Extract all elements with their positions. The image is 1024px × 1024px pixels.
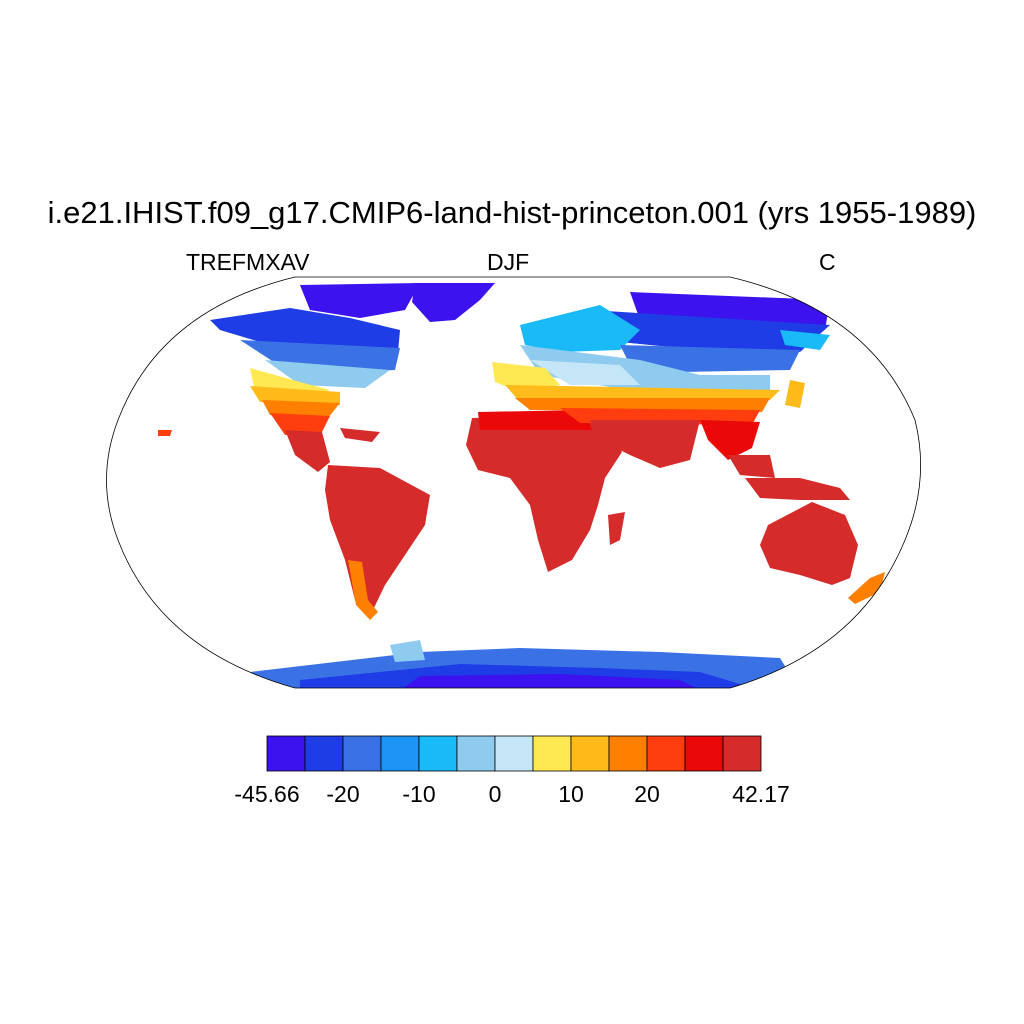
antarctica bbox=[240, 640, 800, 688]
plot-title: i.e21.IHIST.f09_g17.CMIP6-land-hist-prin… bbox=[47, 195, 977, 230]
colorbar-swatch bbox=[532, 735, 572, 772]
land-temperature-field bbox=[158, 283, 885, 688]
australia bbox=[760, 502, 858, 585]
south-america bbox=[325, 465, 430, 620]
variable-label: TREFMXAV bbox=[186, 249, 310, 275]
new-zealand bbox=[848, 572, 885, 604]
colorbar-tick-label: -20 bbox=[326, 781, 360, 807]
colorbar-tick-label: 42.17 bbox=[732, 781, 790, 807]
colorbar bbox=[266, 735, 762, 772]
colorbar-swatch bbox=[342, 735, 382, 772]
colorbar-swatch bbox=[494, 735, 534, 772]
colorbar-swatch bbox=[380, 735, 420, 772]
japan bbox=[785, 380, 805, 408]
africa bbox=[466, 410, 625, 572]
colorbar-tick-label: 10 bbox=[558, 781, 584, 807]
colorbar-swatch bbox=[304, 735, 344, 772]
hawaii bbox=[158, 430, 172, 436]
colorbar-swatch bbox=[684, 735, 724, 772]
map-frame bbox=[106, 276, 921, 689]
season-label: DJF bbox=[487, 249, 530, 275]
colorbar-swatch bbox=[646, 735, 686, 772]
north-america bbox=[210, 283, 420, 472]
colorbar-tick-label: -10 bbox=[402, 781, 436, 807]
greenland bbox=[412, 283, 495, 322]
colorbar-tick-label: 0 bbox=[488, 781, 502, 807]
colorbar-swatch bbox=[418, 735, 458, 772]
colorbar-swatch bbox=[266, 735, 306, 772]
eurasia bbox=[492, 292, 830, 478]
colorbar-swatch bbox=[456, 735, 496, 772]
colorbar-swatch bbox=[570, 735, 610, 772]
maritime-southeast-asia bbox=[745, 478, 850, 500]
colorbar-swatch bbox=[722, 735, 762, 772]
colorbar-swatch bbox=[608, 735, 648, 772]
colorbar-tick-label: -45.66 bbox=[234, 781, 300, 807]
colorbar-tick-label: 20 bbox=[634, 781, 660, 807]
units-label: C bbox=[819, 249, 836, 275]
